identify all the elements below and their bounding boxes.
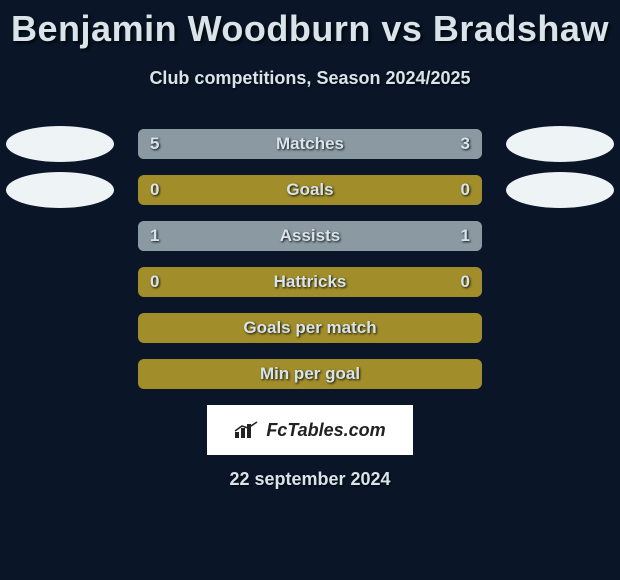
stat-bar: Goals per match [138,313,482,343]
brand-label: FcTables.com [266,420,385,441]
player-avatar-right [506,172,614,208]
stat-value-left: 0 [150,175,159,205]
stat-bar: 1 1 Assists [138,221,482,251]
stat-value-right: 0 [461,267,470,297]
stat-bar: 0 0 Goals [138,175,482,205]
stat-value-left: 0 [150,267,159,297]
stat-row: Min per goal [0,359,620,389]
stat-row: 5 3 Matches [0,129,620,159]
stat-label: Hattricks [274,272,347,292]
player-avatar-left [6,126,114,162]
comparison-container: Benjamin Woodburn vs Bradshaw Club compe… [0,0,620,490]
stat-label: Min per goal [260,364,360,384]
player-avatar-left [6,172,114,208]
stat-value-left: 5 [150,129,159,159]
stat-bar: 0 0 Hattricks [138,267,482,297]
chart-icon [234,421,260,439]
stat-row: 0 0 Hattricks [0,267,620,297]
stat-label: Matches [276,134,344,154]
stat-bar: Min per goal [138,359,482,389]
stat-row: 1 1 Assists [0,221,620,251]
stats-list: 5 3 Matches 0 0 Goals 1 1 Assists 0 0 Hattricks Goal… [0,129,620,389]
stat-value-right: 1 [461,221,470,251]
brand-box[interactable]: FcTables.com [207,405,413,455]
stat-row: 0 0 Goals [0,175,620,205]
page-title: Benjamin Woodburn vs Bradshaw [0,8,620,50]
stat-label: Assists [280,226,340,246]
stat-label: Goals per match [243,318,376,338]
stat-value-right: 3 [461,129,470,159]
stat-row: Goals per match [0,313,620,343]
page-subtitle: Club competitions, Season 2024/2025 [0,68,620,89]
stat-value-left: 1 [150,221,159,251]
date-label: 22 september 2024 [0,469,620,490]
stat-value-right: 0 [461,175,470,205]
stat-bar: 5 3 Matches [138,129,482,159]
stat-label: Goals [286,180,333,200]
player-avatar-right [506,126,614,162]
